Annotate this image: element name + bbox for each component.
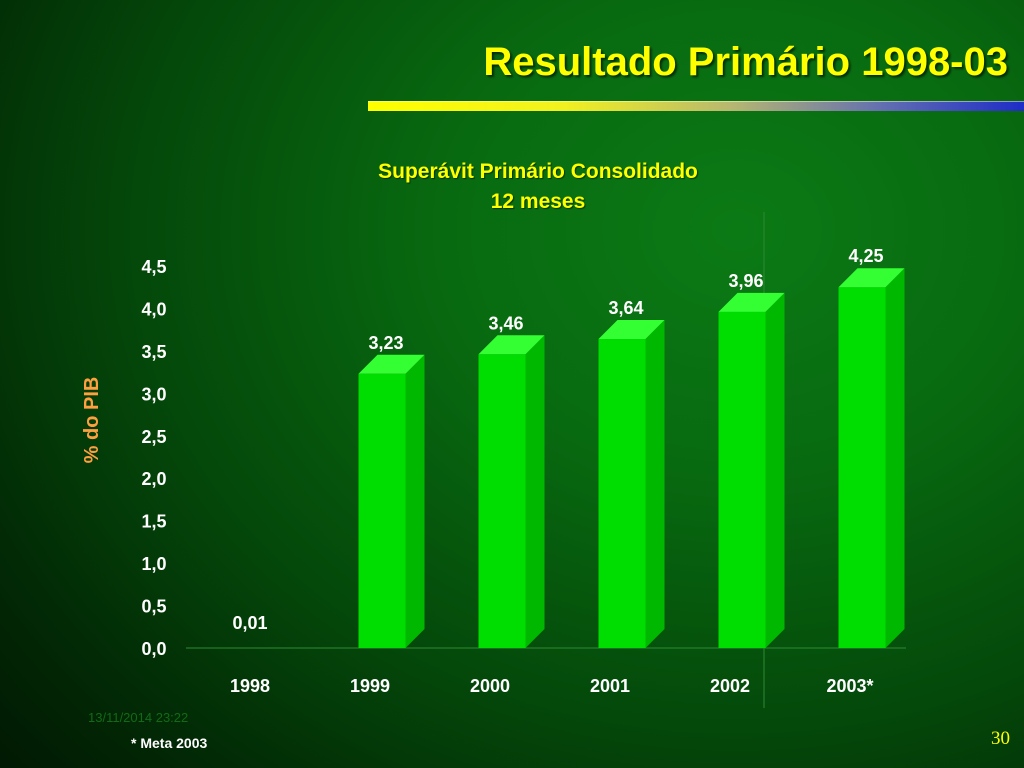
bar-value-label: 3,64	[608, 298, 643, 318]
y-tick-label: 4,5	[141, 257, 166, 277]
bar-top	[358, 354, 425, 374]
bar-value-label: 3,23	[368, 333, 403, 353]
chart-title: Superávit Primário Consolidado	[378, 160, 698, 183]
bar-value-label: 4,25	[848, 246, 883, 266]
y-tick-label: 2,0	[141, 469, 166, 489]
slide-title: Resultado Primário 1998-03	[483, 40, 1008, 84]
y-tick-label: 0,0	[141, 639, 166, 659]
x-tick-label: 1999	[350, 676, 390, 696]
page-number: 30	[991, 728, 1010, 749]
x-tick-label: 2002	[710, 676, 750, 696]
footnote: * Meta 2003	[131, 735, 208, 751]
bar-top	[478, 335, 545, 355]
y-tick-label: 0,5	[141, 597, 166, 617]
x-tick-label: 1998	[230, 676, 270, 696]
bar-top	[718, 292, 785, 312]
bar-front	[598, 339, 646, 648]
bar-side	[765, 292, 785, 648]
bar-side	[885, 268, 905, 648]
bar-front	[838, 287, 886, 648]
x-tick-label: 2001	[590, 676, 630, 696]
y-tick-label: 2,5	[141, 427, 166, 447]
bar-value-label: 0,01	[232, 613, 267, 633]
bar-front	[718, 311, 766, 648]
timestamp: 13/11/2014 23:22	[88, 710, 189, 725]
bar-side	[405, 354, 425, 648]
bar-value-label: 3,46	[488, 313, 523, 333]
y-axis-title: % do PIB	[81, 377, 103, 464]
y-tick-label: 1,5	[141, 512, 166, 532]
bar-top	[598, 320, 665, 340]
chart-subtitle: 12 meses	[490, 190, 586, 213]
title-underline	[368, 101, 1024, 111]
bar-front	[478, 354, 526, 648]
bar-top	[838, 268, 905, 288]
y-tick-label: 1,0	[141, 554, 166, 574]
bar-side	[525, 335, 545, 648]
bar-front	[358, 373, 406, 648]
y-tick-label: 3,5	[141, 342, 166, 362]
y-tick-label: 4,0	[141, 299, 166, 319]
bar-value-label: 3,96	[728, 271, 763, 291]
bar-side	[645, 320, 665, 648]
y-tick-label: 3,0	[141, 384, 166, 404]
x-tick-label: 2000	[470, 676, 510, 696]
x-tick-label: 2003*	[826, 676, 873, 696]
